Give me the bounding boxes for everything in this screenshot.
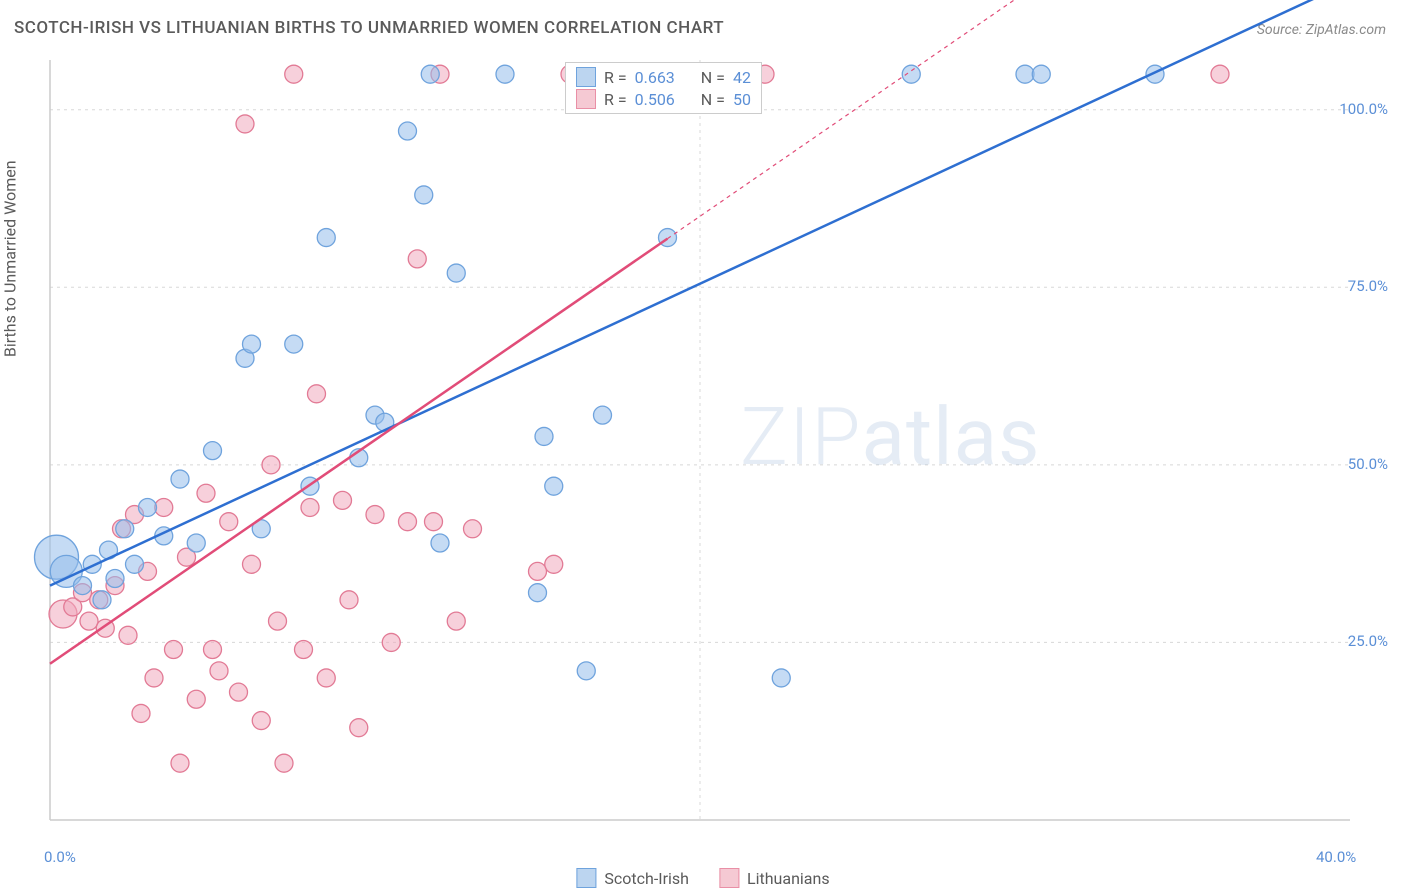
y-tick-label: 25.0% bbox=[1348, 632, 1388, 650]
legend-swatch bbox=[719, 868, 739, 888]
legend-r-value: 0.506 bbox=[635, 90, 675, 109]
legend-swatch bbox=[576, 89, 596, 109]
legend-n-label: N = bbox=[701, 68, 725, 87]
legend-r-value: 0.663 bbox=[635, 68, 675, 87]
correlation-legend: R = 0.663 N = 42 R = 0.506 N = 50 bbox=[565, 62, 762, 114]
chart-svg bbox=[0, 0, 1406, 892]
legend-n-value: 42 bbox=[733, 68, 751, 87]
legend-n-value: 50 bbox=[733, 90, 751, 109]
legend-r-label: R = bbox=[604, 68, 627, 87]
series-legend-label: Scotch-Irish bbox=[604, 869, 689, 888]
y-tick-label: 75.0% bbox=[1348, 277, 1388, 295]
y-tick-label: 50.0% bbox=[1348, 455, 1388, 473]
correlation-chart: SCOTCH-IRISH VS LITHUANIAN BIRTHS TO UNM… bbox=[0, 0, 1406, 892]
legend-row: R = 0.506 N = 50 bbox=[576, 89, 751, 109]
legend-swatch bbox=[576, 67, 596, 87]
series-legend-item: Scotch-Irish bbox=[576, 868, 689, 888]
x-tick-label: 40.0% bbox=[1316, 848, 1356, 866]
series-legend-label: Lithuanians bbox=[747, 869, 830, 888]
legend-swatch bbox=[576, 868, 596, 888]
y-tick-label: 100.0% bbox=[1339, 100, 1388, 118]
legend-r-label: R = bbox=[604, 90, 627, 109]
legend-row: R = 0.663 N = 42 bbox=[576, 67, 751, 87]
series-legend-item: Lithuanians bbox=[719, 868, 830, 888]
series-legend: Scotch-Irish Lithuanians bbox=[576, 868, 829, 888]
x-tick-label: 0.0% bbox=[44, 848, 76, 866]
legend-n-label: N = bbox=[701, 90, 725, 109]
